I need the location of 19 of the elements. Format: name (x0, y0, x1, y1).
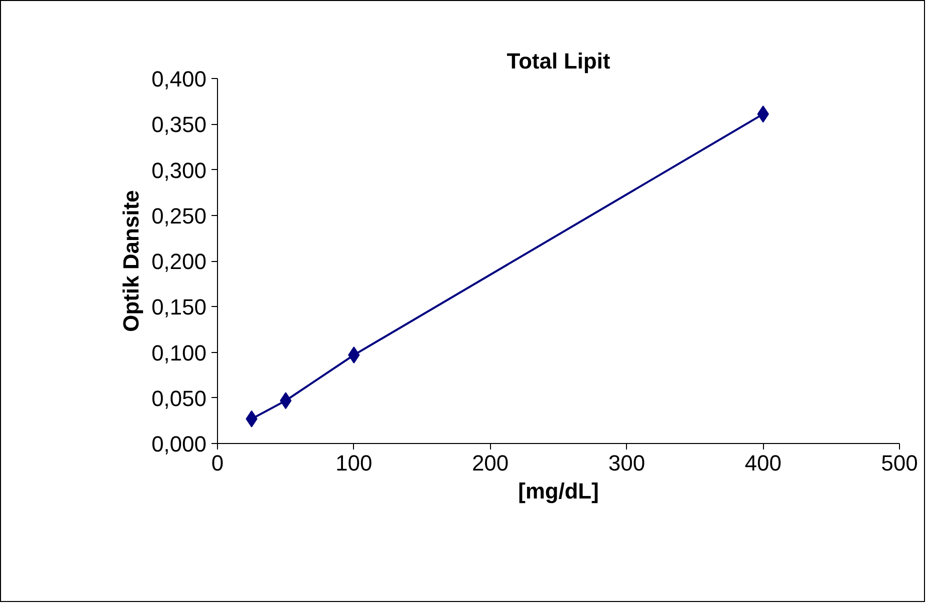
chart-title: Total Lipit (506, 48, 611, 74)
y-tick-label: 0,200 (151, 249, 207, 274)
y-tick-label: 0,100 (151, 340, 207, 366)
y-tick-label: 0,050 (151, 386, 207, 411)
x-tick-label: 400 (744, 450, 782, 476)
y-tick-label: 0,350 (151, 112, 207, 138)
y-tick-label: 0,150 (151, 294, 207, 320)
x-tick-label: 200 (472, 450, 509, 476)
y-tick-label: 0,300 (151, 158, 207, 183)
x-axis-title: [mg/dL] (518, 478, 599, 504)
y-tick-label: 0,250 (151, 203, 207, 228)
x-tick-label: 500 (881, 450, 918, 476)
x-tick-label: 300 (608, 450, 646, 476)
y-tick-label: 0,000 (151, 432, 207, 456)
y-axis-title: Optik Dansite (118, 190, 144, 332)
x-tick-label: 0 (211, 450, 224, 476)
y-tick-label: 0,400 (151, 66, 207, 92)
point (280, 392, 292, 410)
x-tick-label: 100 (336, 450, 372, 476)
